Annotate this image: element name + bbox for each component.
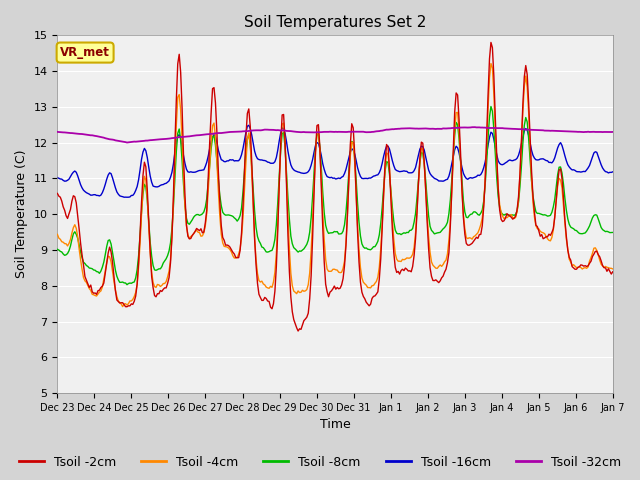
Text: VR_met: VR_met: [60, 46, 110, 59]
X-axis label: Time: Time: [320, 419, 351, 432]
Title: Soil Temperatures Set 2: Soil Temperatures Set 2: [244, 15, 426, 30]
Y-axis label: Soil Temperature (C): Soil Temperature (C): [15, 150, 28, 278]
Legend: Tsoil -2cm, Tsoil -4cm, Tsoil -8cm, Tsoil -16cm, Tsoil -32cm: Tsoil -2cm, Tsoil -4cm, Tsoil -8cm, Tsoi…: [14, 451, 626, 474]
